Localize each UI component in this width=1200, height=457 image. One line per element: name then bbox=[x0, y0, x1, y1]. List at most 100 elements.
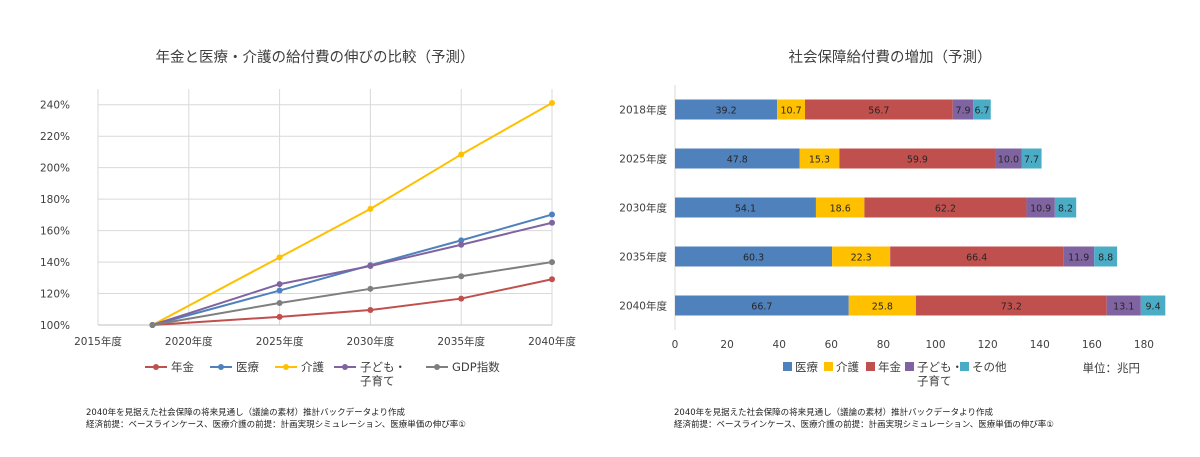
bar-segment bbox=[675, 99, 778, 120]
y-tick-label: 120% bbox=[40, 289, 70, 301]
data-label: 22.3 bbox=[851, 253, 872, 264]
data-point bbox=[458, 273, 465, 280]
bar-segment bbox=[995, 148, 1022, 169]
category-label: 2018年度 bbox=[619, 104, 667, 117]
data-point bbox=[549, 276, 555, 283]
x-tick-label: 0 bbox=[672, 339, 679, 351]
x-tick-label: 100 bbox=[926, 339, 946, 351]
bar-segment bbox=[777, 99, 806, 120]
bar-segment bbox=[675, 148, 800, 169]
x-tick-label: 180 bbox=[1134, 339, 1154, 351]
data-label: 18.6 bbox=[830, 204, 851, 215]
bar-segment bbox=[1140, 295, 1166, 316]
legend-label: 子ども・ bbox=[917, 360, 963, 374]
data-label: 56.7 bbox=[868, 106, 889, 117]
legend-swatch bbox=[824, 362, 833, 371]
source-note-right-line2: 経済前提：ベースラインケース、医療介護の前提：計画実現シミュレーション、医療単価… bbox=[674, 420, 1054, 430]
data-point bbox=[276, 313, 283, 320]
bar-segment bbox=[1054, 197, 1077, 218]
bar-segment bbox=[839, 148, 996, 169]
x-tick-label: 2015年度 bbox=[74, 335, 122, 348]
x-tick-label: 2035年度 bbox=[437, 335, 485, 348]
category-label: 2040年度 bbox=[619, 300, 667, 313]
x-tick-label: 2025年度 bbox=[256, 335, 304, 348]
legend-label: 年金 bbox=[171, 360, 194, 374]
data-point bbox=[549, 100, 555, 107]
data-label: 9.4 bbox=[1146, 302, 1161, 313]
legend-label: 年金 bbox=[878, 360, 901, 374]
bar-segment bbox=[675, 295, 849, 316]
data-point bbox=[276, 281, 283, 288]
source-note-right: 2040年を見据えた社会保障の将来見通し（議論の素材）推計バックデータより作成 … bbox=[674, 407, 1054, 431]
data-label: 8.8 bbox=[1098, 253, 1113, 264]
legend-label: GDP指数 bbox=[452, 360, 500, 374]
data-point bbox=[549, 259, 555, 266]
legend-swatch bbox=[905, 362, 914, 371]
bar-segment bbox=[799, 148, 840, 169]
bar-segment bbox=[864, 197, 1027, 218]
legend-marker bbox=[218, 364, 224, 370]
line-chart-benefit-growth: 年金と医療・介護の給付費の伸びの比較（予測） 2015年度 2020年度 2025年度… bbox=[40, 48, 576, 388]
data-label: 25.8 bbox=[872, 302, 893, 313]
data-label: 59.9 bbox=[907, 155, 928, 166]
data-point bbox=[276, 299, 283, 306]
bar-segment bbox=[675, 197, 816, 218]
bar-segment bbox=[1106, 295, 1141, 316]
y-tick-label: 220% bbox=[40, 131, 70, 143]
data-label: 66.4 bbox=[966, 253, 987, 264]
source-note-left-line1: 2040年を見据えた社会保障の将来見通し（議論の素材）推計バックデータより作成 bbox=[86, 408, 405, 418]
x-tick-label: 2020年度 bbox=[165, 335, 213, 348]
y-tick-label: 240% bbox=[40, 100, 70, 112]
data-label: 47.8 bbox=[727, 155, 748, 166]
data-label: 10.9 bbox=[1030, 204, 1051, 215]
data-label: 66.7 bbox=[751, 302, 772, 313]
legend-marker bbox=[434, 364, 440, 370]
data-label: 10.0 bbox=[998, 155, 1019, 166]
legend-swatch bbox=[960, 362, 969, 371]
bar-segment bbox=[1021, 148, 1042, 169]
bar-segment bbox=[805, 99, 953, 120]
y-tick-label: 160% bbox=[40, 226, 70, 238]
data-point bbox=[367, 263, 374, 269]
series-line bbox=[152, 278, 553, 326]
x-tick-label: 160 bbox=[1082, 339, 1102, 351]
x-tick-label: 2030年度 bbox=[347, 335, 395, 348]
data-point bbox=[367, 205, 374, 212]
legend-swatch bbox=[866, 362, 875, 371]
legend-label: 子ども・ bbox=[360, 360, 406, 374]
data-point bbox=[458, 241, 465, 248]
source-note-right-line1: 2040年を見据えた社会保障の将来見通し（議論の素材）推計バックデータより作成 bbox=[674, 408, 993, 418]
legend-label: 介護 bbox=[301, 360, 324, 374]
data-label: 60.3 bbox=[743, 253, 764, 264]
data-label: 7.7 bbox=[1024, 155, 1039, 166]
legend-marker bbox=[342, 364, 348, 370]
data-point bbox=[276, 287, 283, 294]
data-point bbox=[549, 219, 555, 226]
bar-segment bbox=[815, 197, 865, 218]
category-label: 2035年度 bbox=[619, 251, 667, 264]
bar-segment bbox=[952, 99, 974, 120]
bar-segment bbox=[832, 246, 891, 267]
x-tick-label: 40 bbox=[773, 339, 786, 351]
unit-label: 単位：兆円 bbox=[1083, 361, 1141, 375]
source-note-left: 2040年を見据えた社会保障の将来見通し（議論の素材）推計バックデータより作成 … bbox=[86, 407, 466, 431]
data-point bbox=[367, 285, 374, 292]
stacked-bar-chart-social-security: 社会保障給付費の増加（予測） 0 20 40 60 80 100 120 140 160 180 20… bbox=[619, 48, 1166, 388]
legend-swatch bbox=[783, 362, 792, 371]
legend-label: 医療 bbox=[795, 360, 818, 374]
y-tick-label: 180% bbox=[40, 194, 70, 206]
data-label: 39.2 bbox=[715, 106, 736, 117]
y-tick-label: 200% bbox=[40, 163, 70, 175]
x-tick-label: 140 bbox=[1030, 339, 1050, 351]
bar-segment bbox=[1063, 246, 1095, 267]
data-label: 62.2 bbox=[935, 204, 956, 215]
x-tick-label: 20 bbox=[720, 339, 733, 351]
legend-label: 介護 bbox=[836, 360, 859, 374]
bar-segment bbox=[973, 99, 991, 120]
data-label: 8.2 bbox=[1058, 204, 1073, 215]
legend-label: その他 bbox=[972, 360, 1007, 374]
data-label: 54.1 bbox=[735, 204, 756, 215]
bar-segment bbox=[1094, 246, 1118, 267]
source-note-left-line2: 経済前提：ベースラインケース、医療介護の前提：計画実現シミュレーション、医療単価… bbox=[86, 420, 466, 430]
